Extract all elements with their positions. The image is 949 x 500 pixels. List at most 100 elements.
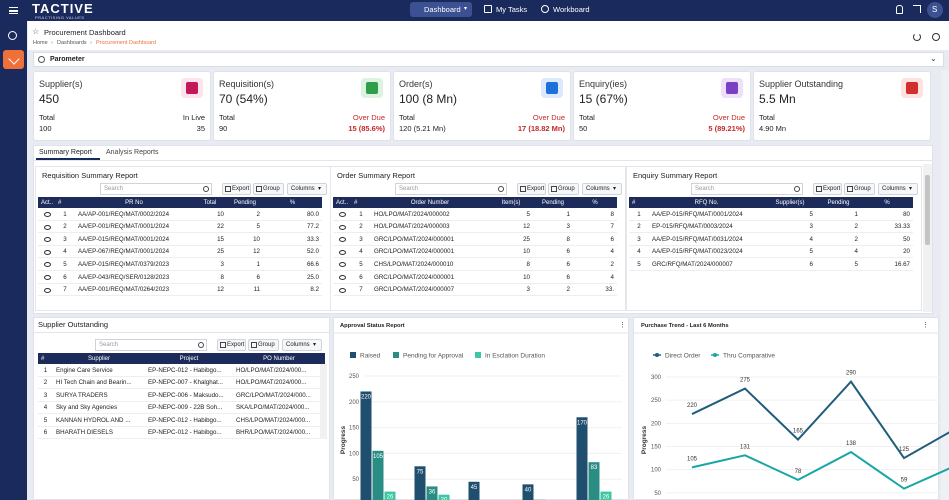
nav-icon <box>484 5 492 13</box>
kpi-sub-label: Total <box>219 113 235 122</box>
table-row[interactable] <box>629 258 913 271</box>
table-row[interactable] <box>629 208 913 221</box>
table-row[interactable] <box>38 364 325 377</box>
top-icon[interactable] <box>913 5 921 13</box>
toolbar-button[interactable] <box>582 183 622 195</box>
toolbar-button[interactable] <box>287 183 327 195</box>
breadcrumb-item[interactable]: Home <box>33 40 48 46</box>
table-cell: 1 <box>359 210 363 218</box>
table-row[interactable] <box>629 233 913 246</box>
table-row[interactable] <box>38 414 325 427</box>
table-row[interactable] <box>38 271 322 284</box>
side-button-active[interactable] <box>3 50 24 69</box>
table-row[interactable] <box>333 258 617 271</box>
table-row[interactable] <box>333 271 617 284</box>
close-icon[interactable] <box>932 33 940 41</box>
table-row[interactable] <box>629 220 913 234</box>
kpi-sub-value: 15 (85.6%) <box>348 124 385 133</box>
avatar[interactable] <box>927 2 943 18</box>
table-row[interactable] <box>38 389 325 402</box>
approval-panel <box>333 317 629 500</box>
table-cell: HO/LPO/MAT/2024/000... <box>236 379 307 386</box>
table-cell: 5 <box>809 248 813 256</box>
view-icon <box>44 249 51 255</box>
table-cell: 33.3 <box>306 235 319 243</box>
nav-icon <box>541 5 549 13</box>
table-cell: AA/EP-015/REQ/MAT/0001/2024 <box>78 235 170 243</box>
toolbar-button[interactable] <box>282 339 322 351</box>
table-cell: 4 <box>809 235 813 243</box>
table-cell: 2 <box>359 223 363 231</box>
avatar-initial: S <box>932 5 938 14</box>
search-box[interactable] <box>691 183 803 195</box>
view-icon <box>44 275 51 280</box>
table-row[interactable] <box>38 208 322 221</box>
search-icon <box>198 342 204 348</box>
search-box[interactable] <box>100 183 212 195</box>
search-box[interactable] <box>395 183 507 195</box>
table-cell: HO/LPO/MAT/2024/000... <box>236 366 307 374</box>
nav-item[interactable]: Dashboard <box>424 5 461 14</box>
toolbar-button-label: Group <box>258 341 275 348</box>
breadcrumb-sep: › <box>90 40 92 46</box>
table-cell: EP-NEPC-012 - Habibgo... <box>148 429 222 436</box>
table-cell: 6 <box>566 273 570 281</box>
table-header-cell: # <box>41 355 45 362</box>
view-icon <box>44 224 51 230</box>
toolbar-button-icon <box>551 186 557 192</box>
search-box[interactable] <box>95 339 207 351</box>
breadcrumb-item[interactable]: Dashboards <box>57 40 87 46</box>
toolbar-button[interactable] <box>878 183 918 195</box>
table-row[interactable] <box>38 401 325 414</box>
refresh-icon[interactable] <box>913 33 921 41</box>
table-cell: AA/EP-043/REQ/SER/0128/2023 <box>78 273 170 281</box>
table-cell: 3 <box>637 235 641 243</box>
nav-active-bg[interactable] <box>410 2 472 17</box>
table-row[interactable] <box>629 245 913 259</box>
kpi-value: 15 (67%) <box>579 92 628 106</box>
table-row[interactable] <box>38 233 322 246</box>
table-cell: 7 <box>63 286 67 294</box>
table-cell: 5 <box>637 260 641 268</box>
table-row[interactable] <box>38 258 322 271</box>
nav-item[interactable]: My Tasks <box>496 5 528 14</box>
table-cell: 6 <box>566 248 570 256</box>
table-cell: EP-NEPC-012 - Habibgo... <box>148 366 222 374</box>
kpi-value: 70 (54%) <box>219 92 268 106</box>
kpi-icon <box>186 82 198 94</box>
toolbar-button-label: Export <box>227 341 245 348</box>
table-cell: KANNAN HYDROL AND ... <box>56 416 131 424</box>
table-cell: AA/EP-067/REQ/MAT/0001/2024 <box>78 248 170 256</box>
table-cell: Engine Care Service <box>56 366 113 374</box>
tab[interactable]: Analysis Reports <box>106 149 159 156</box>
top-icon[interactable] <box>896 5 903 14</box>
view-icon <box>339 224 346 230</box>
table-row[interactable] <box>333 220 617 234</box>
search-icon[interactable] <box>8 31 17 40</box>
button-caret: ▾ <box>313 341 317 348</box>
table-row[interactable] <box>38 426 325 439</box>
table-cell: HI Tech Chain and Bearin... <box>56 379 132 386</box>
table-row[interactable] <box>333 208 617 221</box>
table-header-cell: Supplier(s) <box>775 199 805 206</box>
kpi-icon <box>366 82 378 94</box>
table-cell: 5 <box>43 416 48 424</box>
table-cell: 4 <box>63 248 67 256</box>
table-cell: AA/EP-015/REQ/MAT/0379/2023 <box>78 260 170 268</box>
table-cell: 5 <box>359 260 363 268</box>
table-row[interactable] <box>38 283 322 297</box>
table-cell: AA/EP-015/RFQ/MAT/0023/2024 <box>652 248 743 256</box>
table-row[interactable] <box>38 245 322 259</box>
table-row[interactable] <box>333 233 617 246</box>
table-row[interactable] <box>38 220 322 234</box>
table-row[interactable] <box>333 245 617 259</box>
table-row[interactable] <box>333 283 617 297</box>
table-cell: 6 <box>63 273 67 281</box>
kpi-sub-value: 100 <box>39 124 52 133</box>
tab[interactable]: Summary Report <box>39 149 92 156</box>
nav-item[interactable]: Workboard <box>553 5 590 14</box>
menu-icon[interactable] <box>9 7 18 14</box>
table-row[interactable] <box>38 376 325 389</box>
table-cell: 6 <box>566 260 570 268</box>
table-title: Requisition Summary Report <box>42 171 138 180</box>
